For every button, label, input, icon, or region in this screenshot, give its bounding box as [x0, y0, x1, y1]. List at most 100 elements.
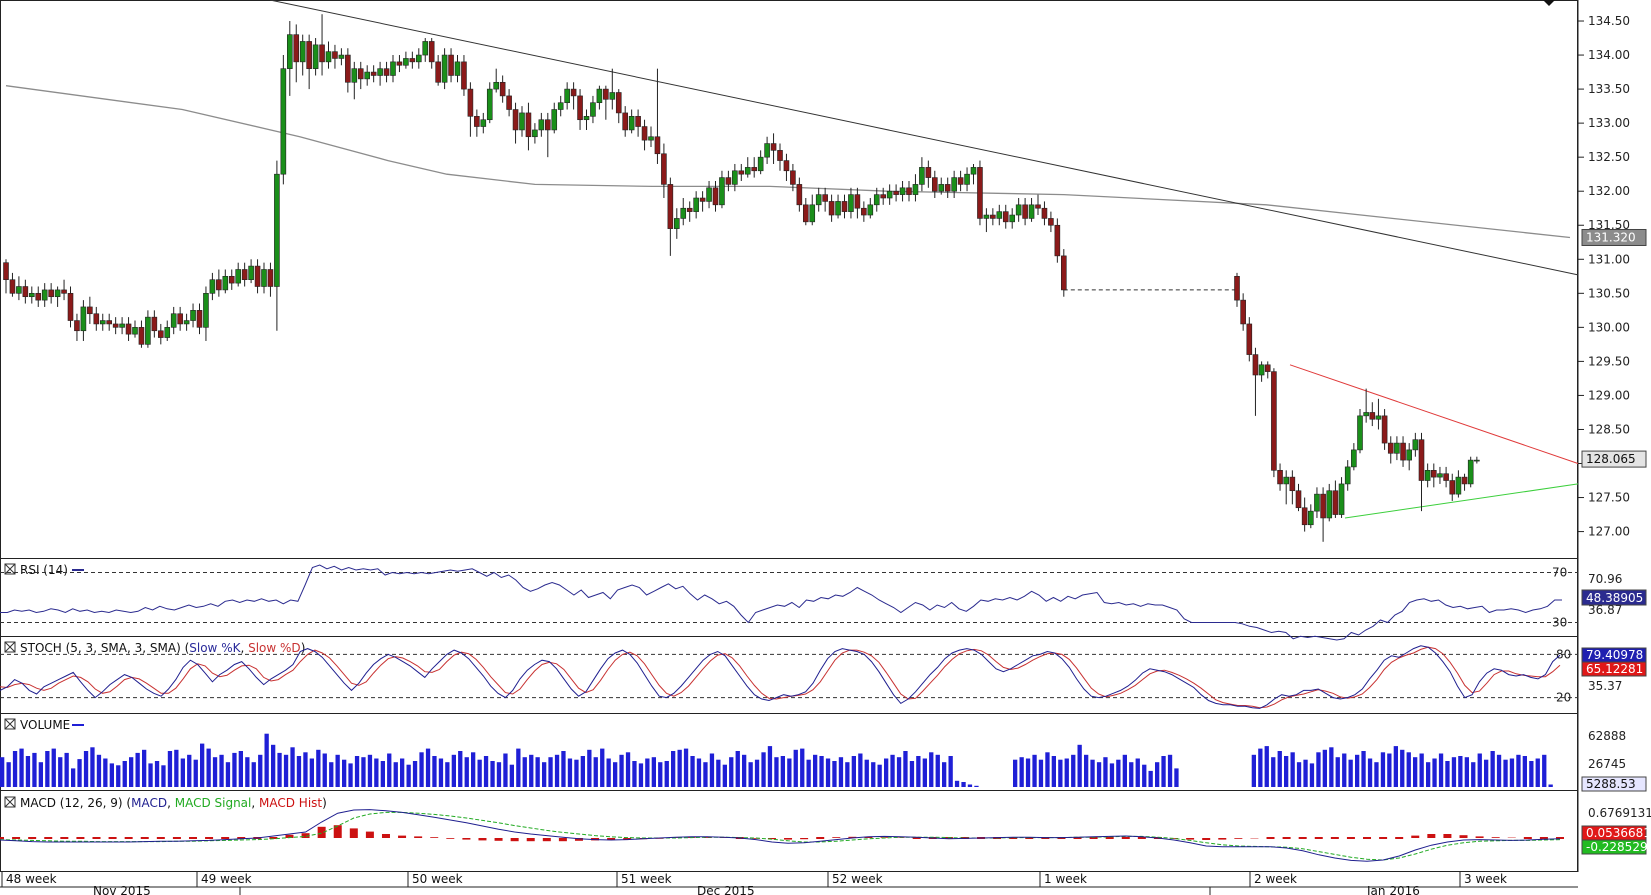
candle-bearish	[931, 177, 938, 192]
candle-bullish	[1258, 364, 1265, 376]
candle-bullish	[145, 316, 151, 345]
candle-bearish	[106, 320, 112, 325]
macd-hist-bar	[1282, 837, 1291, 839]
volume-bar	[1342, 753, 1347, 787]
candle-bullish	[16, 286, 22, 294]
volume-bar	[1084, 754, 1089, 787]
macd-hist-bar	[542, 838, 551, 842]
macd-hist-bar	[60, 837, 69, 839]
volume-bar	[1471, 762, 1476, 787]
stoch-k-line	[0, 645, 1561, 709]
candle-bullish	[648, 136, 654, 141]
candle-bearish	[467, 88, 474, 117]
candle-bearish	[319, 44, 325, 63]
volume-bar	[890, 754, 895, 787]
volume-bar	[1109, 763, 1115, 787]
candle-bullish	[119, 323, 125, 328]
volume-bar	[903, 751, 908, 787]
volume-bar	[135, 752, 140, 787]
volume-bar	[406, 764, 411, 787]
volume-bar	[825, 758, 831, 787]
candle-bearish	[125, 323, 132, 335]
candle-bullish	[454, 61, 461, 76]
candle-bullish	[1467, 459, 1474, 485]
candle-bullish	[919, 167, 925, 185]
volume-bar	[658, 762, 663, 787]
volume-bar	[838, 757, 844, 787]
price-tick-label: 132.00	[1588, 184, 1630, 198]
volume-bar	[1316, 752, 1321, 787]
candle-bullish	[493, 81, 500, 90]
macd-line	[0, 809, 1561, 862]
volume-bar	[1045, 752, 1050, 787]
volume-bar	[1548, 784, 1553, 787]
volume-bar	[529, 754, 534, 787]
candle-bullish	[299, 41, 306, 63]
candle-bearish	[738, 170, 745, 175]
candle-bearish	[396, 61, 403, 66]
candle-bullish	[274, 173, 280, 287]
candle-bullish	[312, 44, 319, 69]
macd-hist-bar	[478, 838, 487, 841]
candle-bearish	[699, 197, 706, 202]
volume-bar	[1542, 754, 1547, 787]
time-axis: 48 week 49 week 50 week 51 week 52 week 1 wee…	[0, 872, 1578, 895]
candle-bullish	[519, 112, 525, 131]
price-tick-label: 130.50	[1588, 286, 1630, 300]
volume-bar	[922, 758, 927, 787]
ma-value-tag-text: 131.320	[1586, 230, 1636, 244]
volume-bar	[806, 759, 811, 787]
candle-bullish	[1474, 459, 1480, 462]
volume-bar	[96, 754, 102, 787]
volume-bar	[419, 752, 424, 787]
volume-bar	[787, 758, 792, 787]
macd-hist-bar	[1539, 837, 1548, 839]
macd-hist-bar	[912, 837, 921, 839]
volume-bar	[974, 785, 979, 787]
volume-bar	[535, 757, 540, 787]
candle-bullish	[164, 327, 171, 338]
macd-hist-bar	[1330, 837, 1339, 839]
candle-bearish	[654, 136, 661, 155]
volume-tick-label: 26745	[1588, 757, 1626, 771]
candle-bullish	[983, 214, 990, 219]
volume-bar	[1400, 749, 1405, 787]
candle-bullish	[1326, 490, 1333, 519]
volume-bar	[942, 762, 947, 787]
volume-bar	[1387, 753, 1392, 787]
candle-bullish	[261, 269, 267, 287]
volume-bar	[129, 757, 134, 787]
candle-bearish	[770, 143, 777, 151]
macd-hist-bar	[1202, 838, 1211, 840]
candle-bullish	[719, 177, 725, 206]
candle-bullish	[732, 170, 738, 185]
candle-bearish	[74, 320, 80, 332]
volume-bar	[722, 764, 727, 787]
candle-bullish	[377, 68, 383, 76]
volume-bar	[561, 751, 566, 787]
candle-bearish	[686, 207, 693, 212]
macd-title-name: MACD (12, 26, 9)	[20, 796, 123, 810]
candle-bearish	[777, 150, 783, 161]
macd-hist-bar	[607, 838, 616, 840]
macd-hist-bar	[1556, 837, 1564, 839]
macd-hist-bar	[92, 837, 101, 839]
volume-bar	[316, 749, 321, 787]
volume-bar	[251, 762, 256, 787]
volume-bar	[1071, 754, 1076, 787]
volume-bar	[490, 761, 495, 787]
candle-bullish	[899, 187, 906, 195]
candle-bearish	[828, 201, 835, 216]
volume-bar	[264, 733, 269, 787]
close-x-icon	[4, 718, 16, 730]
candle-bearish	[306, 41, 312, 69]
volume-bar	[1393, 746, 1398, 787]
signal-value-box	[1581, 839, 1647, 855]
candle-bearish	[61, 289, 67, 294]
candle-bullish	[815, 194, 822, 206]
volume-bar	[387, 753, 392, 787]
macd-hist-bar	[816, 837, 825, 839]
volume-bar	[64, 752, 69, 787]
candle-bullish	[596, 88, 603, 104]
volume-bar	[696, 758, 702, 787]
